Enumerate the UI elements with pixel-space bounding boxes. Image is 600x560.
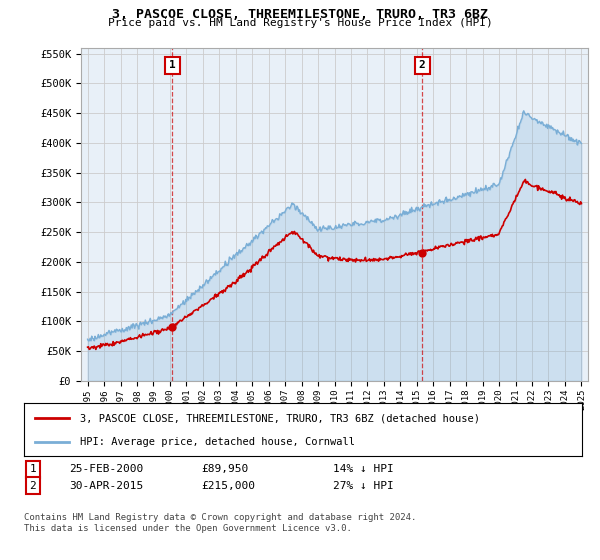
Text: 27% ↓ HPI: 27% ↓ HPI [333,480,394,491]
Text: Contains HM Land Registry data © Crown copyright and database right 2024.: Contains HM Land Registry data © Crown c… [24,513,416,522]
Text: 2: 2 [419,60,425,71]
Text: 1: 1 [169,60,176,71]
Text: 2: 2 [29,480,37,491]
Text: HPI: Average price, detached house, Cornwall: HPI: Average price, detached house, Corn… [80,436,355,446]
Text: £89,950: £89,950 [201,464,248,474]
Text: 1: 1 [29,464,37,474]
Text: 3, PASCOE CLOSE, THREEMILESTONE, TRURO, TR3 6BZ: 3, PASCOE CLOSE, THREEMILESTONE, TRURO, … [112,8,488,21]
Text: 25-FEB-2000: 25-FEB-2000 [69,464,143,474]
Text: Price paid vs. HM Land Registry's House Price Index (HPI): Price paid vs. HM Land Registry's House … [107,18,493,28]
Text: 14% ↓ HPI: 14% ↓ HPI [333,464,394,474]
Text: This data is licensed under the Open Government Licence v3.0.: This data is licensed under the Open Gov… [24,524,352,533]
Text: 30-APR-2015: 30-APR-2015 [69,480,143,491]
Text: 3, PASCOE CLOSE, THREEMILESTONE, TRURO, TR3 6BZ (detached house): 3, PASCOE CLOSE, THREEMILESTONE, TRURO, … [80,413,480,423]
Text: £215,000: £215,000 [201,480,255,491]
